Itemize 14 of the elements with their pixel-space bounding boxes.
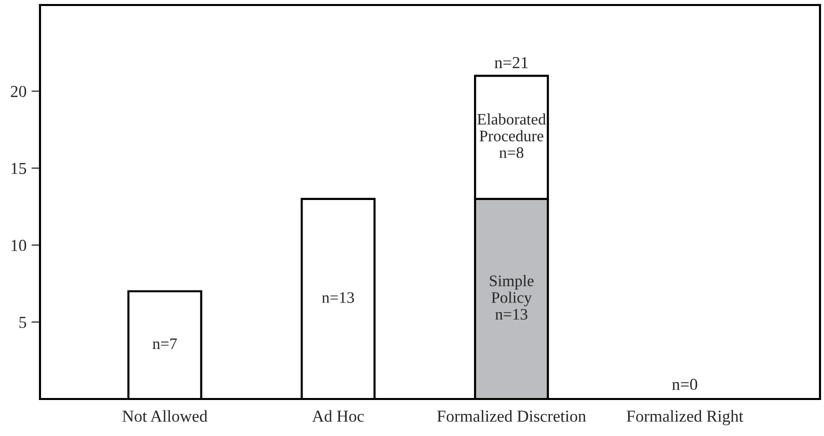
- x-tick-label: Formalized Discretion: [437, 410, 586, 422]
- total-label: n=21: [494, 57, 528, 68]
- data-label: n=7: [152, 338, 177, 349]
- data-label: Elaborated Procedure n=8: [477, 113, 546, 158]
- y-tick-label: 15: [12, 162, 26, 174]
- data-label: n=13: [322, 292, 354, 303]
- data-label: Simple Policy n=13: [490, 274, 534, 320]
- data-label: n=0: [672, 378, 698, 390]
- x-tick-label: Formalized Right: [626, 410, 744, 426]
- x-tick-label: Ad Hoc: [312, 410, 364, 422]
- y-tick-label: 20: [10, 86, 26, 98]
- y-tick-label: 5: [19, 316, 26, 328]
- x-tick-label: Not Allowed: [122, 410, 208, 422]
- y-tick-label: 10: [12, 240, 26, 252]
